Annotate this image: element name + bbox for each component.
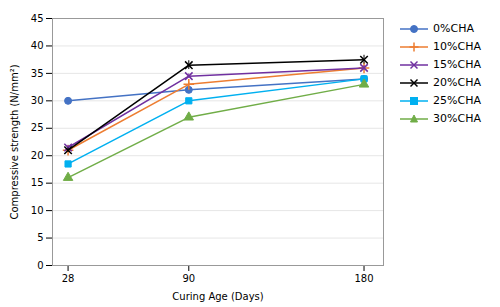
svg-text:45: 45 xyxy=(31,13,44,24)
svg-text:180: 180 xyxy=(354,273,373,284)
html-text:30%CHA: 30%CHA xyxy=(433,112,481,125)
svg-text:0: 0 xyxy=(37,260,43,271)
svg-text:10: 10 xyxy=(31,205,44,216)
svg-text:30: 30 xyxy=(31,95,44,106)
svg-text:90: 90 xyxy=(182,273,195,284)
html-text:0%CHA: 0%CHA xyxy=(433,22,474,35)
svg-text:15: 15 xyxy=(31,177,44,188)
svg-text:35: 35 xyxy=(31,68,44,79)
html-text:10%CHA: 10%CHA xyxy=(433,40,481,53)
svg-text:40: 40 xyxy=(31,40,44,51)
html-text:25%CHA: 25%CHA xyxy=(433,94,481,107)
svg-text:25: 25 xyxy=(31,122,44,133)
svg-text:Curing Age (Days): Curing Age (Days) xyxy=(172,291,263,302)
html-text:20%CHA: 20%CHA xyxy=(433,76,481,89)
svg-text:5: 5 xyxy=(37,232,43,243)
svg-text:28: 28 xyxy=(62,273,75,284)
html-text:15%CHA: 15%CHA xyxy=(433,58,481,71)
svg-text:Compressive strength (N/mm²): Compressive strength (N/mm²) xyxy=(9,64,20,219)
svg-text:20: 20 xyxy=(31,150,44,161)
